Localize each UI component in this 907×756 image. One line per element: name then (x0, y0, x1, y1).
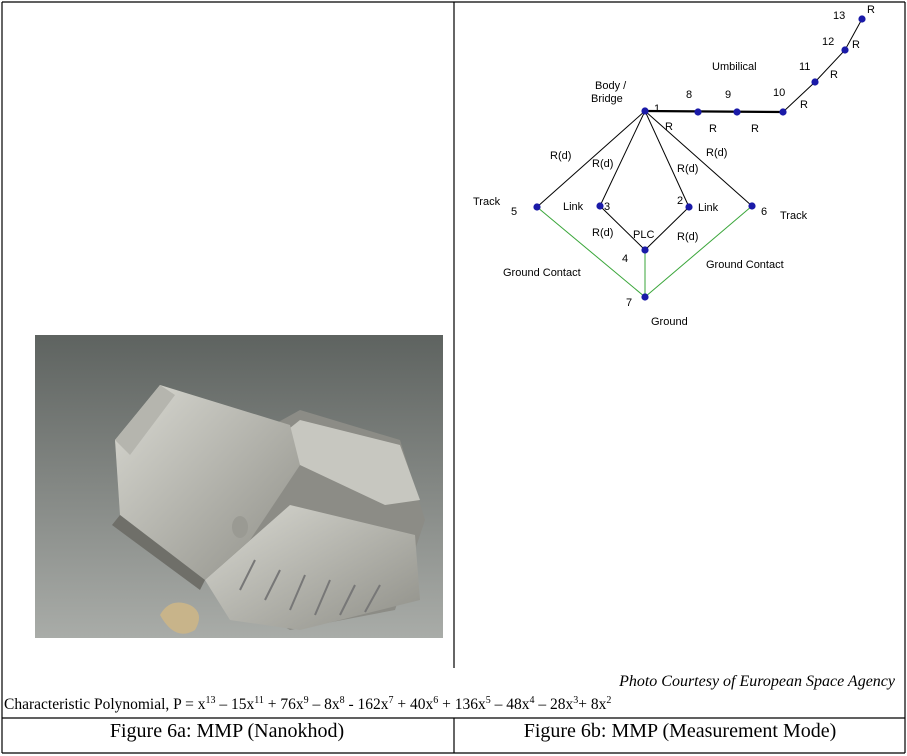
polynomial-exponent: 11 (254, 695, 264, 706)
node-labels: Body / Bridge Umbilical Track Track Link… (473, 61, 808, 328)
label: PLC (633, 229, 654, 241)
edge-label: R(d) (677, 163, 698, 175)
polynomial-exponent: 2 (606, 695, 611, 706)
node-number: 10 (773, 87, 785, 99)
label: Track (780, 210, 808, 222)
node-number: 6 (761, 206, 767, 218)
edge-label: R (709, 123, 717, 135)
node-number: 8 (686, 89, 692, 101)
label: Umbilical (712, 61, 757, 73)
label: Link (563, 201, 584, 213)
layout: 1 2 3 4 5 6 7 8 9 10 11 12 13 Body / Bri… (0, 0, 907, 756)
photo-credit: Photo Courtesy of European Space Agency (619, 673, 895, 691)
edge-label: R (665, 121, 673, 133)
node-number: 12 (822, 36, 834, 48)
node-number: 2 (677, 195, 683, 207)
polynomial-prefix: Characteristic Polynomial, P = (4, 696, 198, 713)
node-number: 9 (725, 89, 731, 101)
label: Bridge (591, 93, 623, 105)
edge-label: R (852, 39, 860, 51)
node-number: 7 (626, 297, 632, 309)
polynomial-term: + 76x (264, 696, 304, 713)
label: Ground Contact (706, 259, 784, 271)
polynomial-term: + 8x (578, 696, 606, 713)
polynomial-term: – 28x (535, 696, 574, 713)
label: Track (473, 196, 501, 208)
polynomial-term: + 40x (394, 696, 434, 713)
page: {"photo_credit": "Photo Courtesy of Euro… (0, 0, 907, 756)
edge-label: R(d) (706, 147, 727, 159)
edge-label: R (830, 69, 838, 81)
photo (35, 335, 443, 638)
edge-label: R (751, 123, 759, 135)
label: Body / (595, 80, 627, 92)
label: Link (698, 202, 719, 214)
node-number: 1 (654, 103, 660, 115)
node-number: 3 (604, 201, 610, 213)
polynomial-term: – 48x (491, 696, 530, 713)
node-number: 11 (799, 61, 810, 73)
polynomial-term: + 136x (438, 696, 486, 713)
edge-label: R(d) (592, 227, 613, 239)
polynomial-term: - 162x (345, 696, 389, 713)
edge-label: R(d) (677, 231, 698, 243)
edge-label: R (800, 99, 808, 111)
node-number: 13 (833, 10, 845, 22)
edge-label: R(d) (592, 158, 613, 170)
edges (537, 19, 862, 250)
polynomial-term: – 8x (309, 696, 340, 713)
caption: Figure 6a: MMP (Nanokhod) (2, 720, 452, 743)
polynomial-exponent: 13 (205, 695, 215, 706)
label: Ground (651, 316, 688, 328)
node-number: 5 (511, 206, 517, 218)
edge-label: R(d) (550, 150, 571, 162)
node-number: 4 (622, 253, 628, 265)
polynomial-term: – 15x (215, 696, 254, 713)
label: Ground Contact (503, 267, 581, 279)
edge-label: R (867, 4, 875, 16)
polynomial: Characteristic Polynomial, P = x13 – 15x… (4, 696, 611, 714)
nodes (533, 15, 865, 300)
caption: Figure 6b: MMP (Measurement Mode) (455, 720, 905, 743)
